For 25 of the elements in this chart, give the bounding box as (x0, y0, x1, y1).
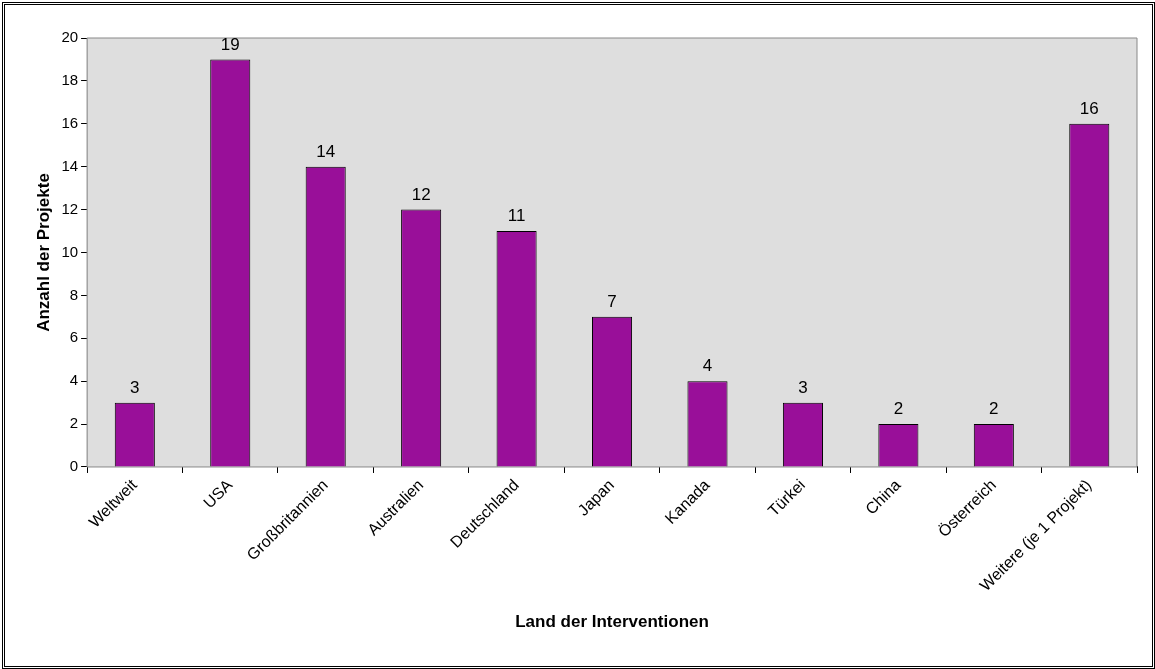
data-label: 11 (507, 206, 526, 226)
y-axis-title: Anzahl der Projekte (33, 173, 53, 332)
y-tick-label: 16 (61, 113, 79, 131)
data-label: 3 (798, 377, 808, 397)
y-tick-label: 18 (61, 71, 79, 89)
data-label: 3 (130, 377, 140, 397)
data-label: 14 (316, 141, 336, 161)
x-tick-label: USA (200, 475, 236, 512)
y-tick-label: 14 (61, 156, 79, 174)
y-tick-label: 10 (61, 242, 79, 260)
y-tick-label: 20 (61, 28, 79, 46)
data-label: 2 (989, 399, 999, 419)
y-tick-label: 0 (69, 457, 79, 475)
y-tick-label: 8 (69, 285, 79, 303)
data-label: 16 (1079, 98, 1099, 118)
data-label: 12 (411, 184, 431, 204)
data-label: 4 (702, 356, 713, 376)
data-label: 7 (607, 292, 617, 312)
data-label: 19 (220, 34, 240, 54)
x-axis-title: Land der Interventionen (515, 612, 709, 632)
y-tick-label: 12 (61, 199, 79, 217)
y-tick-label: 6 (69, 328, 79, 346)
y-tick-label: 2 (69, 414, 79, 432)
data-label: 2 (893, 399, 904, 419)
y-tick-label: 4 (69, 371, 79, 389)
